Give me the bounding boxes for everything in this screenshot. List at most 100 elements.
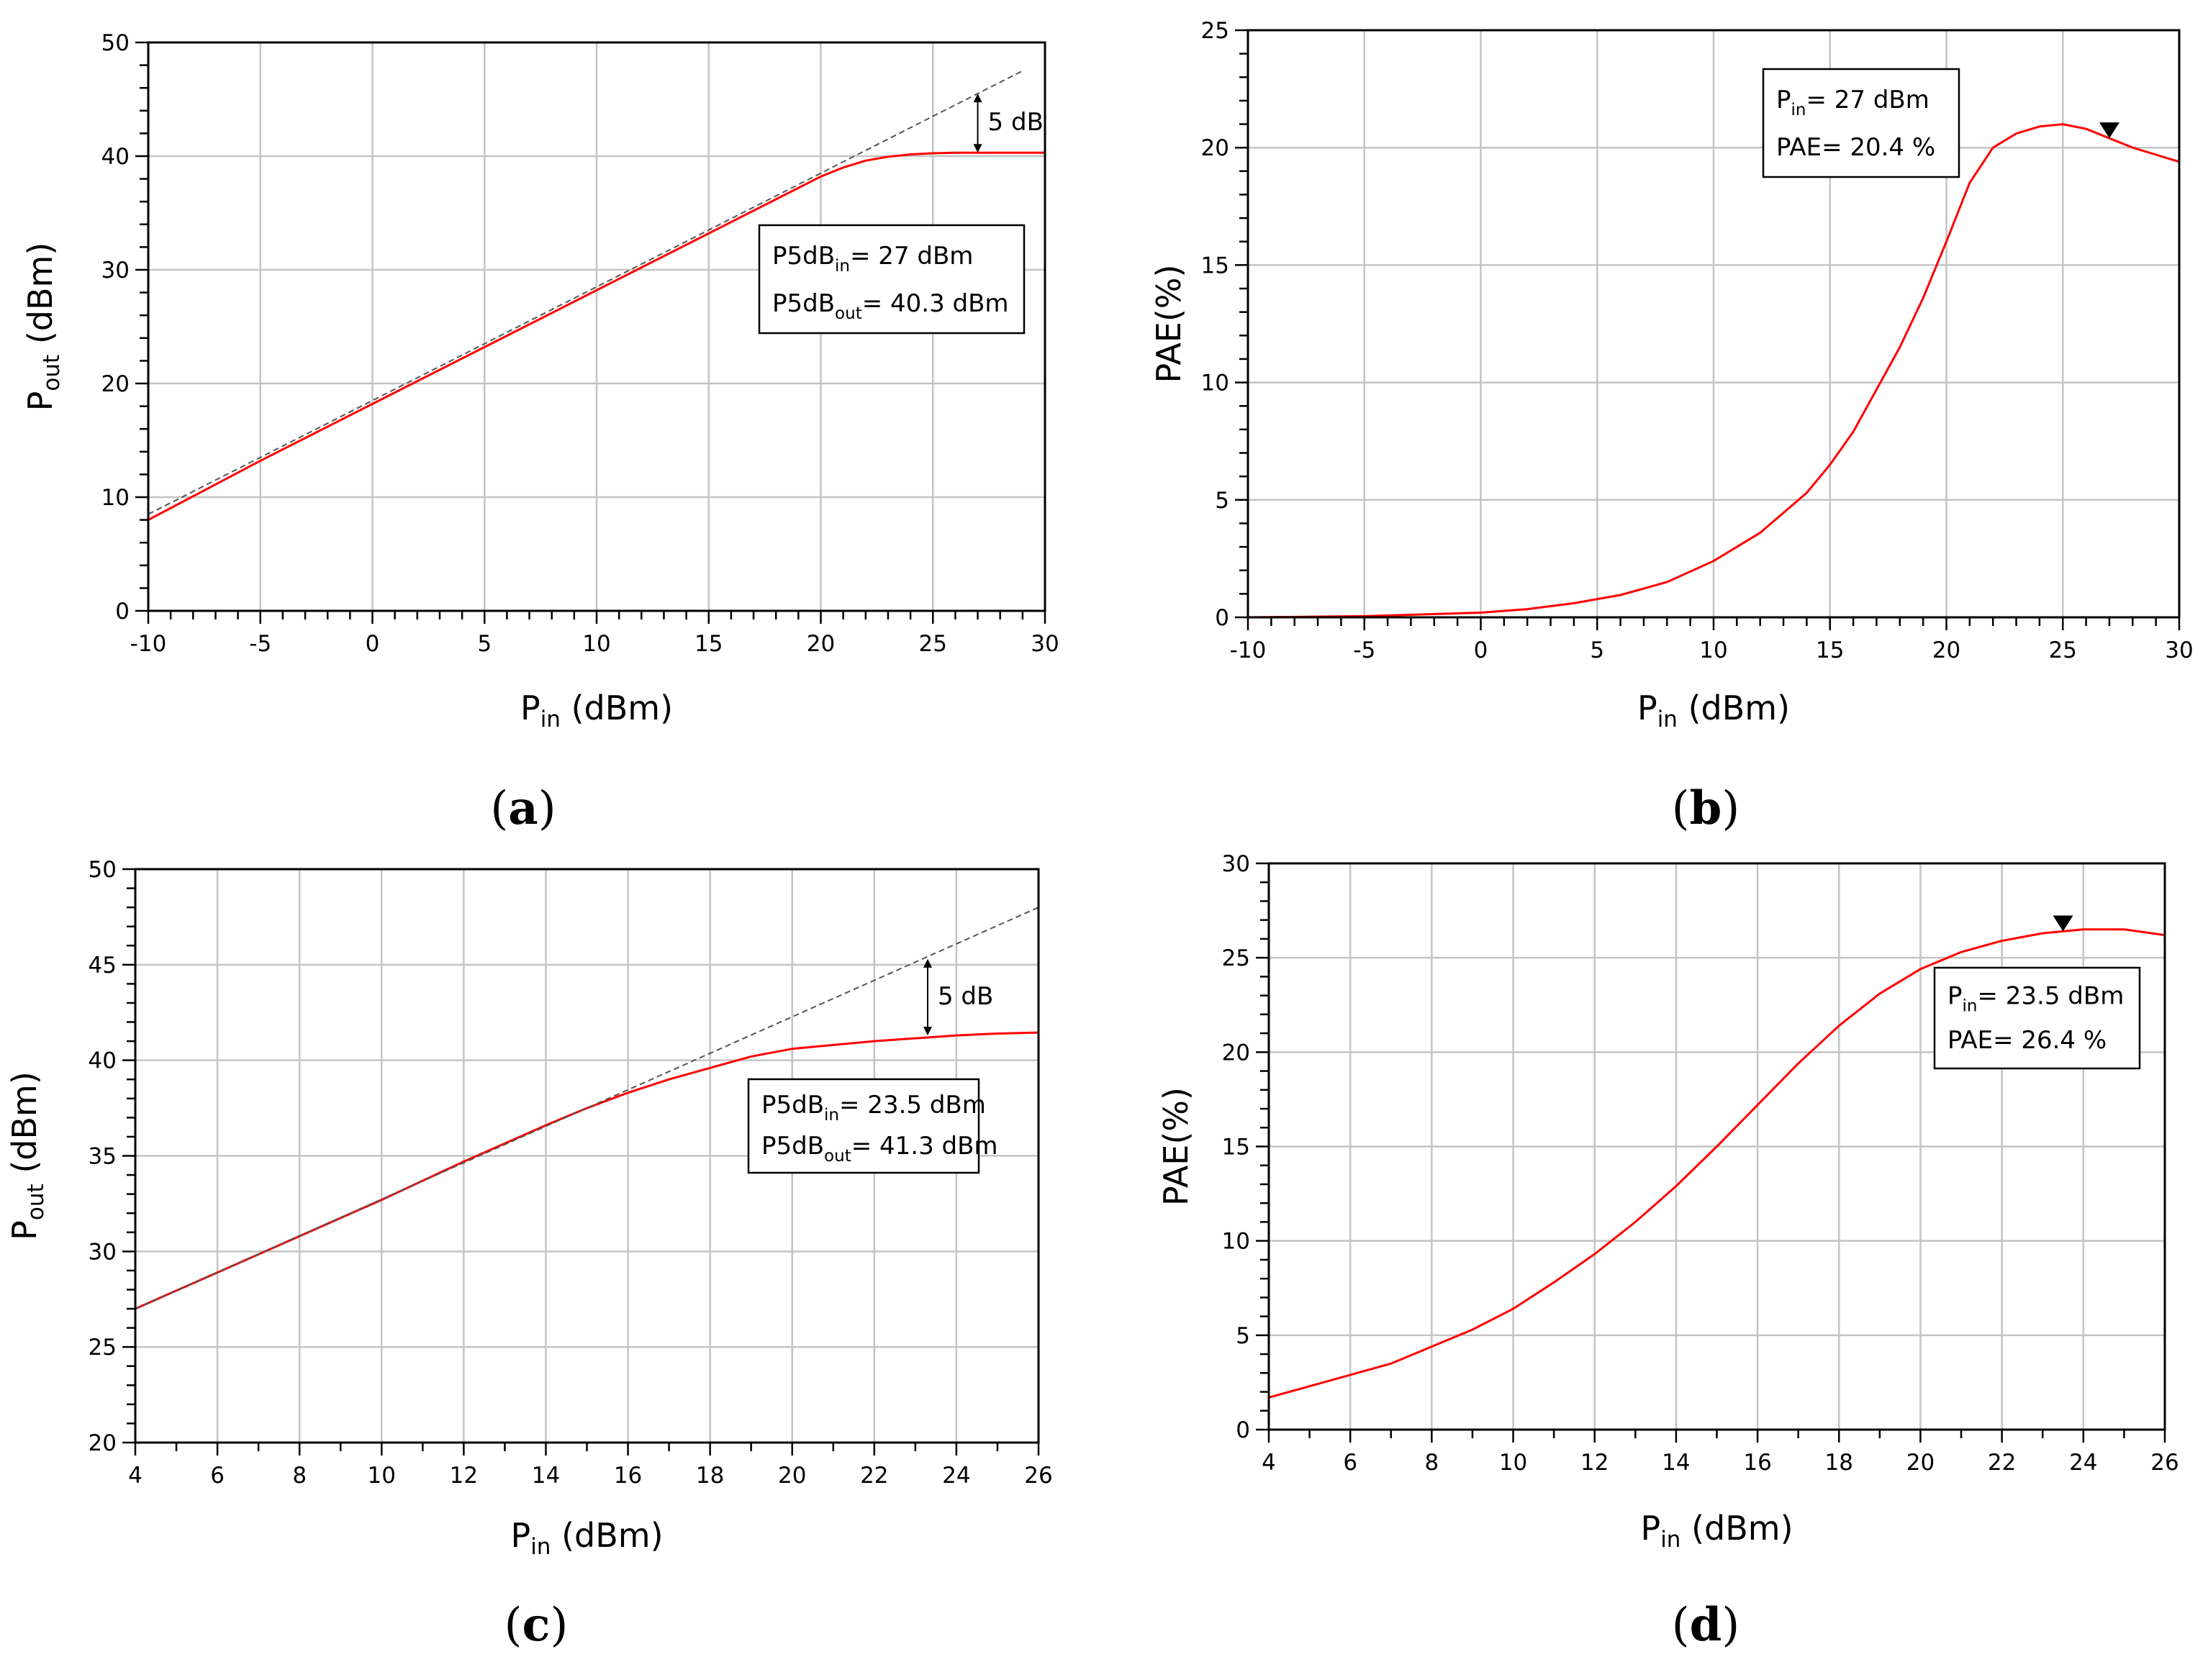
y-tick-label: 10 [1222, 1229, 1250, 1255]
x-tick-label: 25 [2049, 637, 2077, 663]
y-tick-label: 0 [115, 599, 130, 625]
annotation-line-1-main: P [1947, 981, 1963, 1010]
x-axis-label-sub: in [1657, 707, 1678, 732]
caption-open: ( [490, 782, 508, 835]
x-tick-label: 10 [582, 631, 610, 657]
panel-caption: (b) [1672, 781, 1740, 835]
annotation-line-1-main: P5dB [772, 242, 835, 271]
peak-marker-triangle [2053, 915, 2073, 932]
y-tick-label: 50 [101, 30, 130, 56]
compression-label: 5 dB [988, 108, 1044, 137]
annotation-line-2: PAE= 20.4 % [1776, 133, 1935, 162]
x-tick-label: 12 [1580, 1450, 1609, 1476]
chart-c: 4 6 8 10 12 14 16 18 20 22 24 26 20 25 30 35 40 45 50 5 dB P… [5, 857, 1053, 1652]
y-tick-label: 20 [1222, 1040, 1250, 1066]
y-tick-label: 35 [89, 1144, 117, 1170]
x-tick-label: 8 [292, 1463, 307, 1489]
x-tick-label: 0 [366, 631, 380, 657]
y-tick-label: 40 [89, 1048, 117, 1074]
x-tick-label: 10 [368, 1463, 396, 1489]
caption-letter: c [522, 1598, 551, 1652]
x-tick-label: 5 [1590, 637, 1604, 663]
y-tick-label: 15 [1201, 253, 1229, 278]
y-tick-label: 5 [1236, 1323, 1250, 1349]
y-tick-label: 20 [89, 1430, 117, 1456]
y-tick-label: 30 [89, 1239, 117, 1265]
annotation-line-2-main: PAE= 20.4 % [1776, 133, 1935, 162]
caption-close: ) [550, 1599, 568, 1652]
x-axis-label-main: P [1640, 1509, 1660, 1548]
x-tick-label: 0 [1474, 637, 1488, 663]
x-tick-label: 24 [942, 1463, 970, 1489]
x-tick-label: 20 [807, 631, 835, 657]
arrow-head-up [973, 94, 982, 103]
arrow-head-down [923, 1027, 932, 1036]
x-axis-label-main: P [510, 1516, 530, 1555]
y-tick-label: 15 [1222, 1135, 1250, 1161]
annotation-line-1: Pin= 27 dBm [1776, 86, 1929, 119]
linear-reference-line [135, 907, 1039, 1309]
data-series-line [1248, 123, 2179, 617]
y-tick-label: 10 [101, 485, 130, 511]
x-tick-label: -5 [249, 631, 271, 657]
x-tick-label: 18 [696, 1463, 724, 1489]
x-axis-label: Pin (dBm) [1640, 1509, 1793, 1553]
y-tick-label: 30 [101, 258, 130, 283]
annotation-line-1: P5dBin= 23.5 dBm [761, 1091, 986, 1125]
x-tick-label: 4 [1262, 1450, 1276, 1476]
y-tick-label: 20 [101, 371, 130, 397]
y-axis-label-rest: (dBm) [21, 242, 60, 355]
caption-close: ) [1721, 1599, 1739, 1652]
y-tick-label: 25 [89, 1335, 117, 1361]
x-tick-label: 20 [1906, 1450, 1935, 1476]
annotation-box [1762, 68, 1960, 178]
y-tick-label: 45 [89, 953, 117, 979]
x-tick-label: -10 [130, 631, 167, 657]
panel-caption: (a) [490, 781, 556, 835]
x-tick-label: 14 [532, 1463, 560, 1489]
x-tick-label: 12 [450, 1463, 478, 1489]
x-axis-label: Pin (dBm) [520, 689, 673, 732]
y-axis-label: Pout (dBm) [21, 242, 65, 412]
x-tick-label: 14 [1662, 1450, 1690, 1476]
x-tick-label: 8 [1424, 1450, 1439, 1476]
x-tick-label: 22 [860, 1463, 888, 1489]
annotation-line-2: PAE= 26.4 % [1947, 1026, 2107, 1055]
x-tick-label: 30 [1031, 631, 1059, 657]
x-tick-label: 24 [2069, 1450, 2097, 1476]
annotation-line-2-main: P5dB [761, 1132, 824, 1161]
x-axis-label-sub: in [530, 1534, 551, 1560]
y-tick-label: 40 [101, 144, 130, 170]
x-tick-label: 4 [128, 1463, 142, 1489]
x-tick-label: 15 [1816, 637, 1844, 663]
annotation-line-1-main: P5dB [761, 1091, 824, 1120]
caption-letter: a [508, 781, 538, 835]
y-axis-label-main: P [21, 391, 60, 412]
annotation-line-1-sub: in [1963, 996, 1978, 1015]
annotation-line-1-rest: = 27 dBm [1806, 86, 1929, 114]
data-series-line [1269, 928, 2165, 1399]
x-tick-label: -10 [1230, 637, 1267, 663]
data-series-line [148, 151, 1045, 521]
x-axis-label: Pin (dBm) [510, 1516, 663, 1560]
x-tick-label: 15 [694, 631, 723, 657]
x-tick-label: 16 [614, 1463, 642, 1489]
annotation-line-1: P5dBin= 27 dBm [772, 242, 973, 276]
annotation-line-2-rest: = 41.3 dBm [851, 1132, 998, 1161]
compression-label: 5 dB [938, 982, 993, 1011]
x-tick-label: 6 [210, 1463, 225, 1489]
y-tick-label: 25 [1222, 945, 1250, 971]
annotation-line-1-rest: = 23.5 dBm [839, 1091, 986, 1120]
peak-marker-triangle [2099, 122, 2119, 139]
y-tick-label: 10 [1201, 371, 1229, 396]
linear-reference-line [148, 70, 1023, 515]
caption-letter: d [1690, 1598, 1722, 1652]
y-tick-label: 5 [1215, 488, 1229, 514]
annotation-line-2-main: P5dB [772, 289, 835, 318]
y-axis-label-main: PAE(%) [1149, 265, 1188, 383]
caption-open: ( [1672, 782, 1690, 835]
